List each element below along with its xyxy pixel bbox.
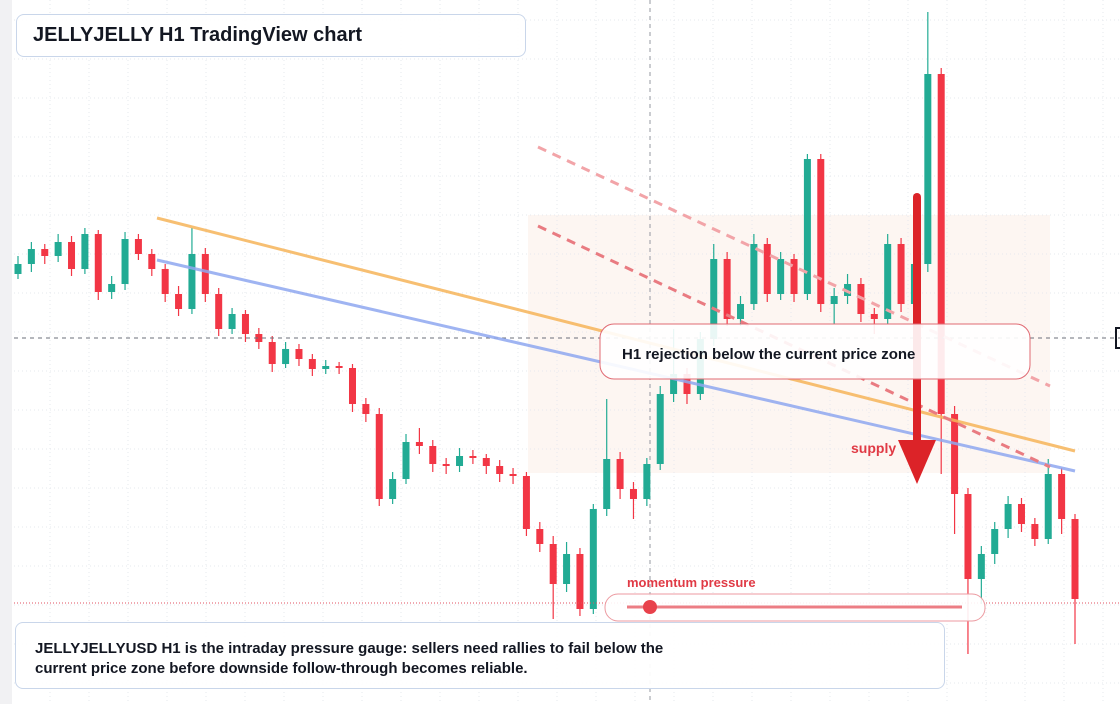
caption-box: JELLYJELLYUSD H1 is the intraday pressur… (15, 622, 945, 689)
candle-body (1004, 504, 1012, 529)
candles (14, 12, 1079, 654)
candle-body (937, 74, 945, 414)
candle-body (54, 242, 62, 256)
candle-body (737, 304, 745, 319)
candle-body (897, 244, 905, 304)
caption: JELLYJELLYUSD H1 is the intraday pressur… (35, 640, 664, 677)
candle-body (175, 294, 183, 309)
candle-body (148, 254, 156, 269)
candle-body (415, 442, 423, 446)
candle-body (496, 466, 504, 474)
candle-body (777, 259, 785, 294)
candle-body (683, 374, 691, 394)
candle-body (603, 459, 611, 509)
candle-body (1071, 519, 1079, 599)
candle-body (991, 529, 999, 554)
channel-line (537, 224, 1051, 469)
gauge-dot (643, 600, 657, 614)
candle-body (589, 509, 597, 609)
candle-body (442, 464, 450, 466)
candle-body (522, 476, 530, 529)
candle-body (790, 259, 798, 294)
candle-body (134, 239, 142, 254)
candle-body (389, 479, 397, 499)
candle-body (241, 314, 249, 334)
candle-body (803, 159, 811, 294)
candle-body (656, 394, 664, 464)
candle-body (1058, 474, 1066, 519)
candle-body (335, 366, 343, 368)
supply-label: supply (851, 440, 896, 456)
candle-body (322, 366, 330, 369)
edge-marker (1115, 327, 1120, 349)
candle-body (469, 456, 477, 458)
candle-body (576, 554, 584, 609)
candle-body (255, 334, 263, 342)
candle-body (710, 259, 718, 339)
candle-body (68, 242, 76, 269)
candle-body (41, 249, 49, 256)
candle-body (228, 314, 236, 329)
candle-body (188, 254, 196, 309)
candle-body (201, 254, 209, 294)
gauge-label: momentum pressure (627, 575, 756, 590)
candle-body (563, 554, 571, 584)
candle-body (121, 239, 129, 284)
candle-body (964, 494, 972, 579)
candle-body (402, 442, 410, 479)
candle-body (670, 374, 678, 394)
candle-body (884, 244, 892, 319)
candle-body (977, 554, 985, 579)
candle-body (362, 404, 370, 414)
candle-body (268, 342, 276, 364)
candle-body (629, 489, 637, 499)
candle-body (14, 264, 22, 274)
candle-body (81, 234, 89, 269)
candle-body (282, 349, 290, 364)
candle-body (1017, 504, 1025, 524)
candle-body (482, 458, 490, 466)
candle-body (27, 249, 35, 264)
candle-body (456, 456, 464, 466)
candle-body (94, 234, 102, 292)
candle-body (215, 294, 223, 329)
candle-body (817, 159, 825, 304)
candle-body (161, 269, 169, 294)
candle-body (1044, 474, 1052, 539)
left-bar (0, 0, 12, 704)
candle-body (723, 259, 731, 319)
candle-body (509, 474, 517, 476)
candle-body (375, 414, 383, 499)
candle-body (830, 296, 838, 304)
candle-body (549, 544, 557, 584)
candle-body (750, 244, 758, 304)
title: JELLYJELLY H1 TradingView chart (16, 14, 526, 57)
candle-body (924, 74, 932, 264)
candle-body (616, 459, 624, 489)
arrow-head (898, 440, 936, 484)
candle-body (295, 349, 303, 359)
candle-body (870, 314, 878, 319)
note-box (599, 323, 1031, 380)
candle-body (536, 529, 544, 544)
candle-body (763, 244, 771, 294)
candle-body (643, 464, 651, 499)
candle-body (108, 284, 116, 292)
note-text: H1 rejection below the current price zon… (622, 346, 915, 363)
candle-body (348, 368, 356, 404)
candle-body (1031, 524, 1039, 539)
candle-body (429, 446, 437, 464)
candle-body (951, 414, 959, 494)
candle-body (308, 359, 316, 369)
